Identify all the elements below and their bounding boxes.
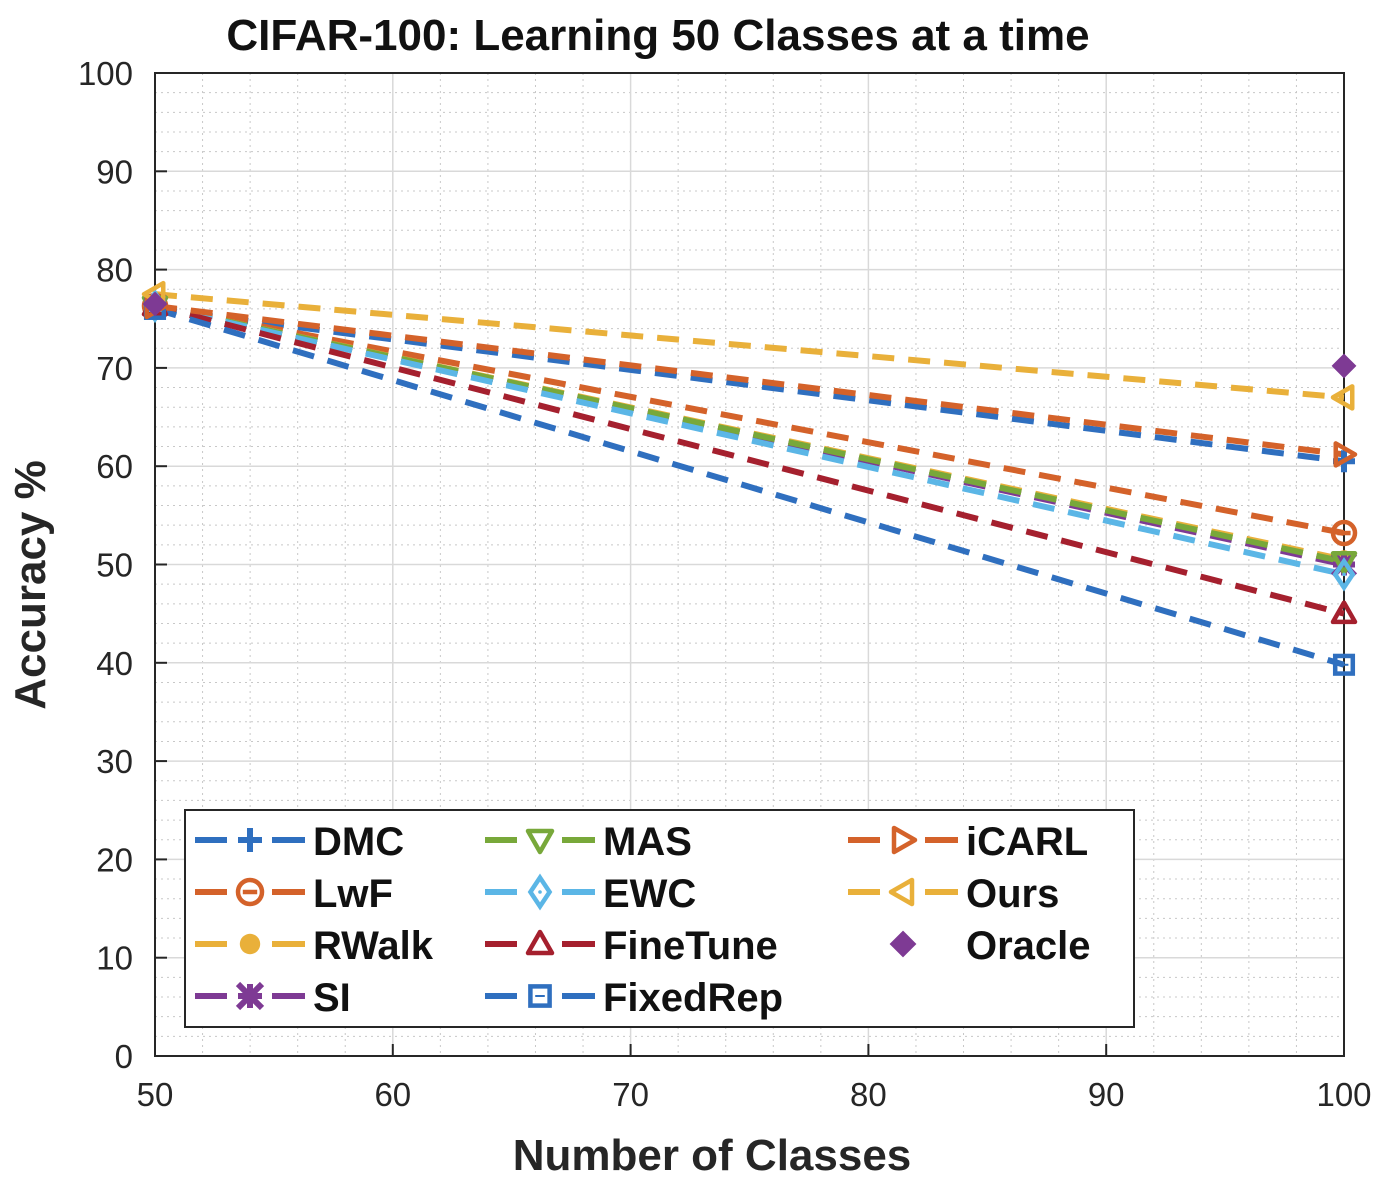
point-oracle <box>1331 353 1357 379</box>
legend-marker-ewc <box>527 873 553 911</box>
y-tick-label: 70 <box>96 350 133 387</box>
x-tick-label: 60 <box>374 1076 411 1113</box>
legend-marker-ours <box>888 877 915 907</box>
x-tick-label: 90 <box>1088 1076 1125 1113</box>
series-line-icarl <box>154 302 1345 458</box>
series-line-dmc <box>154 305 1345 465</box>
legend-label-ours: Ours <box>966 872 1059 916</box>
point-ewc <box>1332 557 1356 592</box>
legend-label-oracle: Oracle <box>966 924 1091 968</box>
legend-marker-mas <box>525 828 555 855</box>
point-finetune <box>1330 600 1358 625</box>
legend-marker-si <box>235 981 265 1011</box>
chart-title: CIFAR-100: Learning 50 Classes at a time <box>226 11 1089 60</box>
x-tick-label: 100 <box>1316 1076 1371 1113</box>
legend-entry-lwf: LwF <box>195 872 393 916</box>
legend-label-rwalk: RWalk <box>313 924 434 968</box>
legend-entry-rwalk: RWalk <box>195 924 434 968</box>
legend-marker-dmc <box>238 828 262 852</box>
legend: DMC LwF RWalk SI MAS EWC FineTune FixedRep iCARL… <box>184 809 1135 1028</box>
series-line-ewc <box>154 303 1345 578</box>
axis-ticks: 50 60 70 80 90 100 0 10 20 30 40 50 60 70 80 90 100 <box>78 55 1372 1113</box>
y-tick-label: 0 <box>115 1038 133 1075</box>
series-lines <box>154 291 1345 668</box>
legend-box <box>184 809 1135 1028</box>
legend-marker-finetune <box>525 929 555 956</box>
y-tick-label: 80 <box>96 252 133 289</box>
y-tick-label: 30 <box>96 743 133 780</box>
series-line-lwf <box>154 303 1345 536</box>
legend-entry-dmc: DMC <box>195 820 404 864</box>
legend-label-icarl: iCARL <box>966 820 1088 864</box>
legend-label-si: SI <box>313 976 351 1020</box>
series-line-mas <box>154 303 1345 565</box>
point-fixedrep <box>1332 653 1356 676</box>
x-tick-label: 70 <box>612 1076 649 1113</box>
series-line-finetune <box>154 303 1345 617</box>
point-ours <box>1330 384 1355 411</box>
legend-label-mas: MAS <box>603 820 692 864</box>
series-line-ours <box>154 291 1345 401</box>
y-tick-label: 90 <box>96 153 133 190</box>
legend-label-finetune: FineTune <box>603 924 778 968</box>
y-axis-label: Accuracy % <box>6 460 55 709</box>
y-tick-label: 10 <box>96 940 133 977</box>
legend-entry-si: SI <box>195 976 351 1020</box>
series-markers <box>141 280 1358 676</box>
legend-label-fixedrep: FixedRep <box>603 976 783 1020</box>
point-mas <box>1330 551 1358 575</box>
legend-label-ewc: EWC <box>603 872 696 916</box>
y-tick-label: 40 <box>96 645 133 682</box>
x-axis-label: Number of Classes <box>513 1131 912 1180</box>
point-oracle <box>142 291 168 317</box>
legend-label-dmc: DMC <box>313 820 404 864</box>
y-tick-label: 60 <box>96 448 133 485</box>
legend-entry-ewc: EWC <box>485 872 696 916</box>
legend-marker-icarl <box>891 825 918 855</box>
legend-entry-fixedrep: FixedRep <box>485 976 783 1020</box>
y-tick-label: 20 <box>96 841 133 878</box>
legend-marker-lwf <box>235 877 265 907</box>
legend-marker-oracle <box>889 930 917 958</box>
legend-entry-finetune: FineTune <box>485 924 778 968</box>
point-icarl <box>1333 441 1358 468</box>
legend-marker-rwalk <box>239 933 261 955</box>
legend-entry-mas: MAS <box>485 820 692 864</box>
legend-label-lwf: LwF <box>313 872 393 916</box>
point-lwf <box>1330 519 1358 547</box>
legend-entry-ours: Ours <box>848 872 1059 916</box>
series-line-fixedrep <box>154 306 1345 668</box>
x-tick-label: 50 <box>137 1076 174 1113</box>
x-tick-label: 80 <box>850 1076 887 1113</box>
legend-marker-fixedrep <box>528 984 552 1008</box>
legend-entry-icarl: iCARL <box>848 820 1088 864</box>
y-tick-label: 100 <box>78 55 133 92</box>
legend-entry-oracle: Oracle <box>889 924 1091 968</box>
y-tick-label: 50 <box>96 547 133 584</box>
